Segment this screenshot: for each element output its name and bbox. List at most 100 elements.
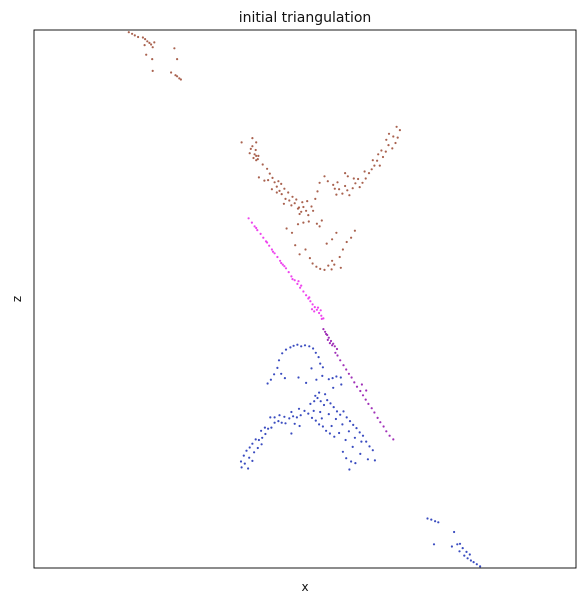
data-point <box>458 542 462 545</box>
data-point <box>247 217 250 220</box>
data-point <box>253 153 256 156</box>
data-point <box>320 314 323 317</box>
data-point <box>284 422 287 425</box>
data-point <box>354 182 357 185</box>
data-point <box>145 53 148 56</box>
data-point <box>391 147 394 150</box>
data-point <box>319 267 322 270</box>
data-point <box>290 410 293 414</box>
data-point <box>325 429 328 432</box>
data-point <box>267 427 270 430</box>
data-point <box>345 416 348 419</box>
data-point <box>141 36 144 39</box>
data-point <box>348 420 352 423</box>
data-point <box>325 332 328 336</box>
data-point <box>273 421 276 424</box>
data-point <box>334 417 337 421</box>
data-point <box>284 348 288 351</box>
data-point <box>385 430 388 433</box>
data-point <box>376 416 379 419</box>
data-point <box>373 411 376 414</box>
data-point <box>309 402 312 405</box>
data-point <box>327 264 330 267</box>
data-point <box>308 296 311 299</box>
data-point <box>342 364 345 367</box>
data-point <box>322 328 325 331</box>
data-point <box>266 382 269 385</box>
data-point <box>275 191 278 194</box>
data-point <box>270 188 273 191</box>
data-point <box>306 200 309 203</box>
data-point <box>264 432 267 436</box>
data-point <box>263 179 266 182</box>
data-point <box>296 223 300 226</box>
data-point <box>253 225 256 228</box>
data-point <box>332 406 335 409</box>
data-point <box>331 238 334 241</box>
series-0 <box>127 31 401 271</box>
data-point <box>327 378 330 381</box>
data-point <box>307 214 310 217</box>
data-point <box>295 416 298 419</box>
data-point <box>314 197 317 200</box>
data-point <box>277 180 280 183</box>
data-point <box>315 265 318 268</box>
data-point <box>365 440 368 443</box>
data-point <box>310 416 314 419</box>
data-point <box>305 294 308 297</box>
data-point <box>333 187 336 190</box>
data-point <box>347 372 350 375</box>
data-point <box>341 450 344 453</box>
data-point <box>384 150 387 153</box>
data-point <box>319 400 322 403</box>
data-point <box>268 172 271 175</box>
data-point <box>310 367 313 370</box>
data-point <box>298 253 301 256</box>
data-point <box>326 399 329 402</box>
data-point <box>426 517 429 520</box>
data-point <box>252 156 255 160</box>
chart-title: initial triangulation <box>239 10 372 26</box>
data-point <box>300 210 303 213</box>
data-point <box>314 394 317 397</box>
data-point <box>346 175 349 178</box>
data-point <box>358 186 361 189</box>
data-point <box>294 244 297 247</box>
data-point <box>350 460 353 463</box>
data-point <box>371 449 374 452</box>
data-point <box>320 219 323 222</box>
data-point <box>296 343 299 346</box>
data-point <box>280 182 283 185</box>
data-point <box>357 177 360 181</box>
data-point <box>255 226 258 230</box>
data-point <box>348 194 351 197</box>
data-point <box>298 424 301 428</box>
data-point <box>150 43 153 46</box>
data-point <box>365 389 368 392</box>
data-point <box>267 179 270 182</box>
data-point <box>354 462 357 465</box>
data-point <box>335 410 339 413</box>
data-point <box>353 229 356 232</box>
data-point <box>173 47 176 50</box>
data-point <box>373 164 376 167</box>
data-point <box>458 550 461 553</box>
data-point <box>463 554 466 557</box>
data-point <box>270 248 273 251</box>
data-point <box>261 436 264 439</box>
data-point <box>242 454 245 457</box>
data-point <box>339 413 342 416</box>
data-point <box>340 383 343 386</box>
data-point <box>437 521 440 524</box>
data-point <box>308 345 311 348</box>
data-point <box>432 543 436 546</box>
data-point <box>323 175 326 178</box>
data-point <box>338 188 341 191</box>
data-point <box>273 373 276 376</box>
data-point <box>271 250 275 253</box>
data-point <box>335 347 339 351</box>
data-point <box>341 248 344 251</box>
data-point <box>387 144 390 147</box>
data-point <box>148 41 151 45</box>
data-point <box>466 557 469 560</box>
